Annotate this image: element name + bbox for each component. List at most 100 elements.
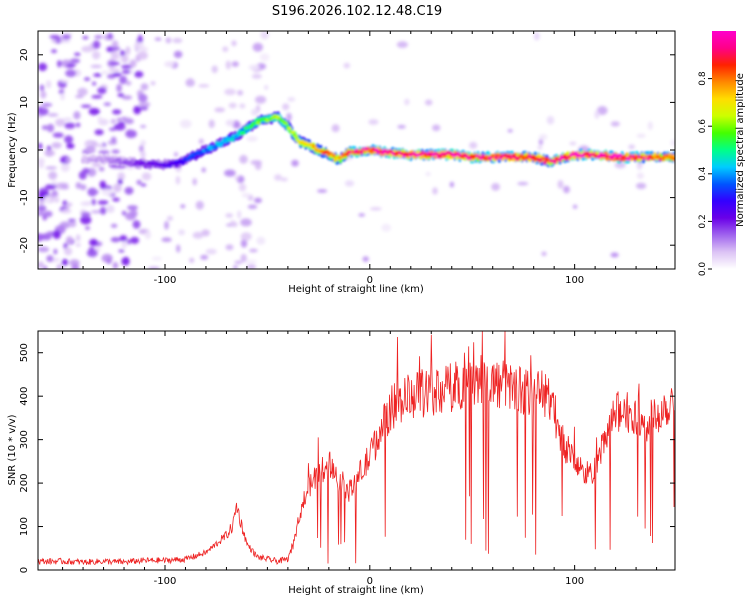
x-tick-label: -100 (154, 275, 177, 286)
spectrogram-cell (121, 64, 133, 70)
spectrogram-cell (80, 211, 91, 218)
spectrogram-cell (425, 172, 431, 176)
spectrogram-cell (66, 236, 73, 244)
spectrogram-ridge-cell (660, 157, 666, 161)
snr-y-ticks: 0 100 200 300 400 500 (19, 343, 675, 573)
spectrogram-cell (111, 149, 120, 154)
spectrogram-ridge-cell (241, 130, 246, 135)
spectrogram-cell (610, 252, 619, 258)
spectrogram-cell (74, 52, 81, 56)
spectrogram-cell (247, 204, 258, 209)
spectrogram-cell (125, 80, 132, 86)
spectrogram-cell (241, 193, 251, 198)
spectrogram-cell (368, 119, 379, 125)
spectrogram-y-label: Frequency (Hz) (7, 112, 18, 188)
spectrogram-cell (192, 231, 204, 239)
spectrogram-cell (51, 142, 62, 149)
spectrogram-cell (45, 80, 52, 89)
spectrogram-cell (136, 179, 142, 185)
spectrogram-cell (246, 264, 257, 269)
spectrogram-cell (92, 81, 97, 86)
spectrogram-cell (563, 185, 570, 194)
spectrogram-y-ticks: -20 -10 0 10 20 (19, 48, 675, 253)
spectrogram-cell (140, 125, 147, 128)
spectrogram-cell (369, 207, 382, 211)
spectrogram-cell (110, 50, 119, 59)
spectrogram-cell (80, 104, 92, 108)
spectrogram-ridge-cell (557, 158, 563, 162)
spectrogram-cell (124, 118, 134, 125)
spectrogram-cell (172, 37, 183, 44)
y-tick-label: 400 (19, 387, 30, 406)
spectrogram-cell (63, 117, 73, 122)
spectrogram-cell (85, 226, 90, 230)
spectrogram-cell (240, 253, 247, 263)
spectrogram-cell (507, 129, 513, 133)
spectrogram-cell (173, 152, 179, 157)
spectrogram-cell (44, 149, 56, 157)
colorbar-ticks: 0.0 0.2 0.4 0.6 0.8 (698, 71, 712, 276)
spectrogram-cell (178, 229, 186, 236)
spectrogram-cell (61, 185, 70, 190)
spectrogram-ridge-cell (107, 157, 112, 161)
colorbar: 0.0 0.2 0.4 0.6 0.8 Normalized spectral ampl… (698, 31, 746, 276)
spectrogram-cell (138, 93, 148, 103)
spectrogram-cell (98, 166, 105, 172)
spectrogram-cell (112, 72, 122, 77)
spectrogram-cell (60, 208, 72, 214)
spectrogram-cell (287, 97, 296, 102)
spectrogram-cell (106, 205, 115, 213)
spectrogram-cell (38, 233, 44, 242)
spectrogram-cell (87, 190, 99, 195)
spectrogram-cell (108, 68, 121, 73)
spectrogram-ridge-cell (252, 121, 258, 126)
spectrogram-cell (108, 61, 120, 66)
spectrogram-cell (38, 107, 49, 116)
colorbar-tick-label: 0.0 (698, 262, 708, 277)
spectrogram-cell (66, 143, 75, 149)
spectrogram-cell (75, 242, 81, 248)
spectrogram-cell (154, 37, 162, 41)
spectrogram-ridge-cell (230, 137, 235, 142)
spectrogram-cell (61, 258, 69, 266)
spectrogram-cell (43, 265, 48, 269)
spectrogram-cell (541, 251, 547, 256)
spectrogram-cell (90, 64, 102, 69)
spectrogram-ridge-cell (615, 157, 620, 161)
spectrogram-cell (148, 266, 160, 269)
spectrogram-cell (238, 183, 247, 192)
spectrogram-cell (432, 187, 438, 195)
spectrogram-cell (256, 236, 266, 245)
spectrogram-cell (134, 71, 144, 78)
spectrogram-cell (112, 197, 120, 202)
spectrogram-cell (240, 238, 248, 248)
spectrogram-cell (101, 253, 113, 263)
spectrogram-cell (187, 77, 193, 87)
spectrogram-cell (133, 105, 142, 115)
spectrogram-cell (274, 174, 282, 181)
spectrogram-cell (64, 247, 73, 256)
spectrogram-ridge-cell (223, 139, 228, 144)
spectrogram-cell (230, 220, 236, 226)
colorbar-tick-label: 0.6 (698, 119, 708, 134)
spectrogram-cell (60, 92, 65, 101)
spectrogram-cell (51, 49, 57, 54)
spectrogram-cell (119, 75, 128, 85)
spectrogram-cell (80, 215, 92, 225)
spectrogram-ridge-cell (205, 148, 210, 153)
spectrogram-cell (66, 63, 77, 67)
spectrogram-ridge-cell (434, 152, 440, 156)
spectrogram-cell (117, 178, 123, 185)
spectrogram-cell (70, 58, 80, 64)
spectrogram-cell (397, 125, 406, 129)
spectrogram-cell (41, 103, 53, 107)
spectrogram-cell (98, 143, 105, 149)
spectrogram-cell (254, 197, 262, 204)
spectrogram-cell (91, 210, 102, 214)
x-tick-label: 100 (565, 576, 584, 587)
spectrogram-cell (240, 232, 252, 241)
spectrogram-cell (144, 230, 151, 240)
spectrogram-cell (222, 46, 229, 52)
spectrogram-cell (317, 189, 328, 193)
colorbar-label: Normalized spectral amplitude (735, 73, 746, 227)
